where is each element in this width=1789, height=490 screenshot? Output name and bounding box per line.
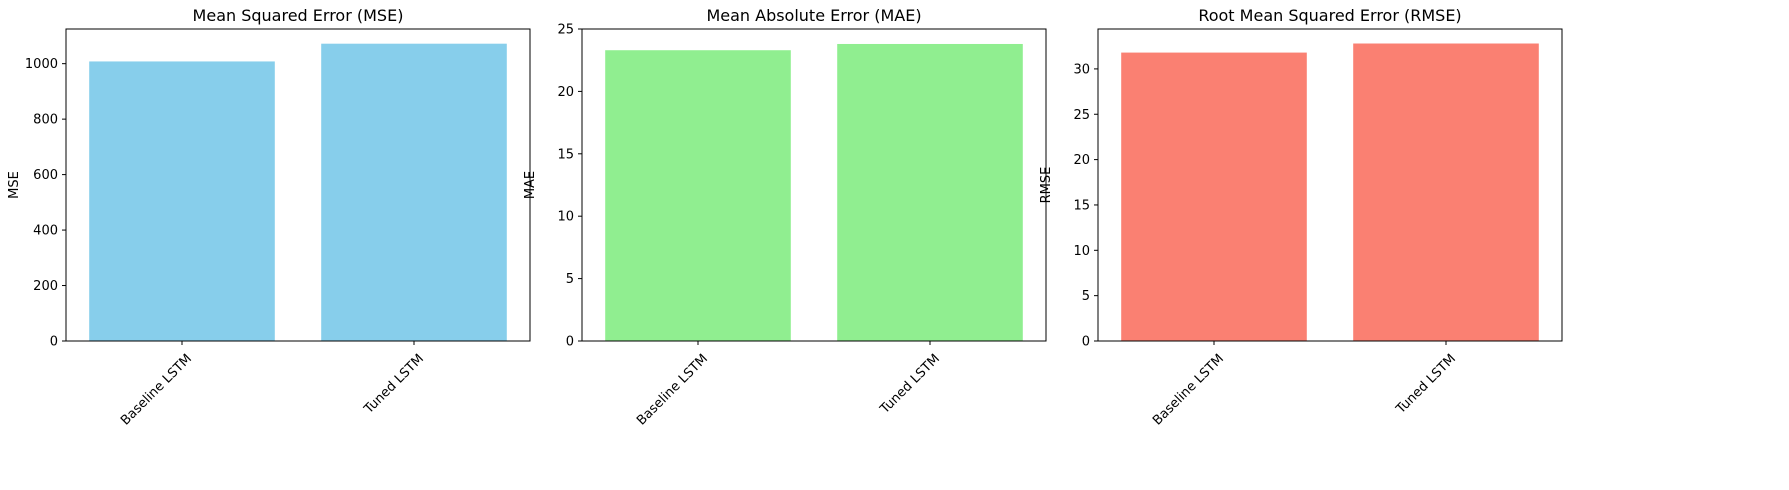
y-axis-label: MSE bbox=[7, 171, 22, 199]
chart-panel-3: 0 5 10 15 20 25 30 Baseline LSTM Tuned LSTM Root … bbox=[1039, 6, 1563, 428]
y-tick-label: 0 bbox=[50, 335, 58, 350]
x-tick-label: Tuned LSTM bbox=[877, 351, 943, 417]
y-tick-label: 15 bbox=[557, 147, 574, 162]
x-tick-label: Baseline LSTM bbox=[634, 351, 711, 428]
chart-title: Root Mean Squared Error (RMSE) bbox=[1198, 6, 1461, 25]
y-tick-label: 5 bbox=[1082, 289, 1090, 304]
y-tick-label: 1000 bbox=[25, 57, 58, 72]
y-axis-label: RMSE bbox=[1039, 167, 1054, 204]
y-tick-label: 30 bbox=[1073, 62, 1090, 77]
bar-1 bbox=[1121, 52, 1307, 342]
y-tick-label: 20 bbox=[557, 85, 574, 100]
y-tick-label: 10 bbox=[557, 210, 574, 225]
x-tick-label: Baseline LSTM bbox=[118, 351, 195, 428]
y-tick-label: 25 bbox=[1073, 108, 1090, 123]
y-axis-label: MAE bbox=[523, 171, 538, 199]
axes-frame bbox=[65, 28, 531, 342]
y-tick-label: 0 bbox=[1082, 335, 1090, 350]
y-tick-label: 5 bbox=[566, 272, 574, 287]
bar-2 bbox=[321, 43, 507, 341]
y-tick-label: 0 bbox=[566, 335, 574, 350]
x-tick-label: Tuned LSTM bbox=[1393, 351, 1459, 417]
y-tick-label: 400 bbox=[33, 224, 58, 239]
bar-1 bbox=[89, 61, 275, 341]
chart-title: Mean Absolute Error (MAE) bbox=[706, 6, 921, 25]
y-tick-label: 25 bbox=[557, 23, 574, 38]
chart-panel-1: 0 200 400 600 800 1000 Baseline LSTM Tuned LSTM… bbox=[7, 6, 531, 428]
bar-2 bbox=[1353, 43, 1539, 341]
y-tick-label: 20 bbox=[1073, 153, 1090, 168]
chart-title: Mean Squared Error (MSE) bbox=[193, 6, 404, 25]
y-tick-label: 600 bbox=[33, 168, 58, 183]
y-tick-label: 800 bbox=[33, 113, 58, 128]
y-tick-label: 15 bbox=[1073, 198, 1090, 213]
bar-1 bbox=[605, 50, 791, 341]
axes-frame bbox=[1097, 28, 1563, 342]
x-tick-label: Baseline LSTM bbox=[1150, 351, 1227, 428]
bar-2 bbox=[837, 43, 1023, 341]
y-tick-label: 10 bbox=[1073, 244, 1090, 259]
axes-frame bbox=[581, 28, 1047, 342]
chart-panel-2: 0 5 10 15 20 25 Baseline LSTM Tuned LSTM Mean Ab… bbox=[523, 6, 1047, 428]
y-tick-label: 200 bbox=[33, 279, 58, 294]
x-tick-label: Tuned LSTM bbox=[361, 351, 427, 417]
